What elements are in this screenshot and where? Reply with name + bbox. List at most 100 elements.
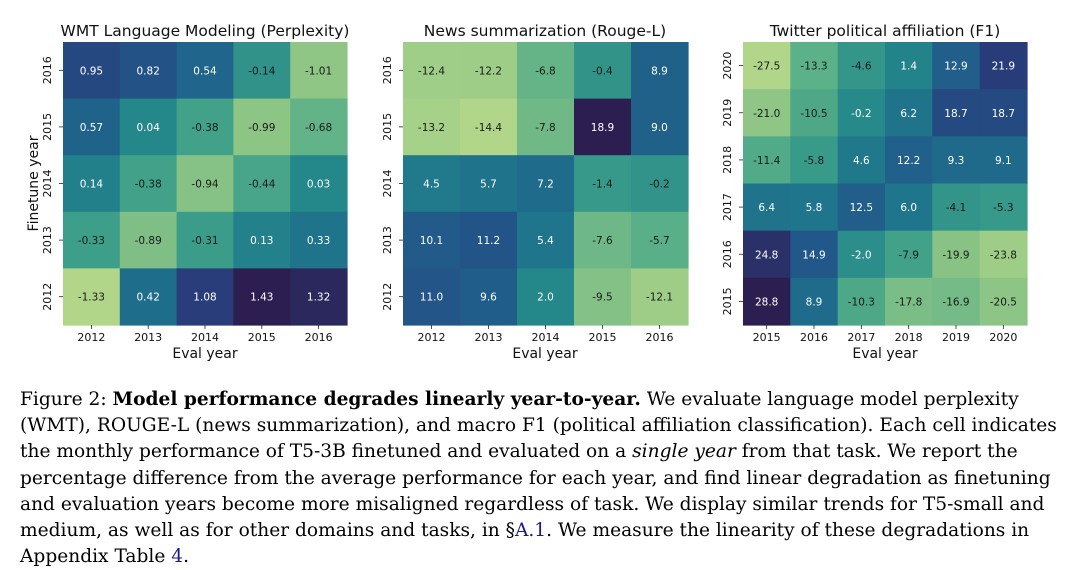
- heatmap-panel-3: Twitter political affiliation (F1) -27.5 -…: [721, 22, 1028, 362]
- cell-value-label: 8.9: [806, 296, 823, 308]
- heatmap-cell: [290, 211, 348, 269]
- cell-value-label: 6.0: [900, 202, 917, 214]
- heatmap-cell: [119, 155, 178, 213]
- cell-value-label: 4.5: [423, 179, 440, 191]
- cell-value-label: 4.6: [853, 155, 870, 167]
- heatmap-cell: [631, 268, 689, 326]
- cell-value-label: 9.0: [651, 122, 668, 134]
- heatmap-cell: [574, 98, 632, 156]
- cell-value-label: -1.33: [78, 292, 105, 304]
- cell-value-label: -0.99: [248, 122, 275, 134]
- x-tick-label: 2013: [475, 331, 503, 344]
- heatmap-cell: [176, 155, 234, 213]
- cell-value-label: -7.9: [898, 249, 919, 261]
- x-tick-label: 2018: [895, 331, 923, 344]
- cell-value-label: 10.1: [420, 235, 443, 247]
- heatmap-cell: [885, 89, 933, 137]
- heatmap-cell: [233, 98, 291, 156]
- heatmap-cell: [885, 230, 933, 279]
- cell-value-label: 9.1: [995, 155, 1012, 167]
- x-tick-label: 2019: [942, 331, 970, 344]
- figure-heatmaps: WMT Language Modeling (Perplexity) 0.95 0.…: [26, 22, 1028, 362]
- caption-text-4: .: [183, 546, 190, 568]
- cell-value-label: -7.8: [535, 122, 556, 134]
- cell-value-label: -11.4: [753, 155, 780, 167]
- cell-value-label: -27.5: [753, 61, 780, 73]
- heatmap-cell: [403, 98, 461, 156]
- caption-bold-title: Model performance degrades linearly year…: [112, 389, 641, 410]
- heatmap-cell: [574, 155, 632, 213]
- cell-value-label: 18.9: [591, 122, 614, 134]
- caption-text-1: We evaluate language model perplexity (W…: [20, 389, 1057, 463]
- heatmap-cell: [63, 155, 121, 213]
- heatmap-cell: [979, 136, 1028, 185]
- heatmap-cell: [979, 89, 1028, 137]
- heatmap-cell: [885, 42, 933, 90]
- cell-value-label: -1.4: [592, 179, 613, 191]
- heatmap-cell: [119, 268, 178, 326]
- cell-value-label: 0.04: [137, 122, 161, 134]
- heatmap-cell: [979, 183, 1028, 232]
- cell-value-label: -4.6: [851, 61, 872, 73]
- heatmap-cell: [743, 136, 791, 185]
- y-tick-label: 2015: [381, 113, 394, 141]
- cell-value-label: 18.7: [992, 108, 1015, 120]
- heatmap-cell: [574, 268, 632, 326]
- cell-value-label: -13.2: [418, 122, 445, 134]
- cell-value-label: 11.2: [477, 235, 500, 247]
- cell-value-label: -0.38: [191, 122, 218, 134]
- heatmap-cell: [176, 98, 234, 156]
- cell-value-label: 6.4: [758, 202, 775, 214]
- cell-value-label: -20.5: [990, 296, 1017, 308]
- cell-value-label: 1.08: [193, 292, 216, 304]
- x-axis-label: Eval year: [852, 346, 918, 362]
- cell-value-label: 0.33: [307, 235, 330, 247]
- heatmap-cell: [517, 211, 575, 269]
- y-tick-label: 2015: [721, 287, 734, 315]
- heatmap-cell: [119, 42, 178, 100]
- heatmap-cell: [517, 42, 575, 100]
- caption-italic: single year: [632, 441, 736, 463]
- cell-value-label: -12.4: [418, 65, 445, 77]
- heatmap-cell: [119, 98, 178, 156]
- cell-value-label: -7.6: [592, 235, 613, 247]
- heatmap-cell: [743, 277, 791, 326]
- cell-value-label: 9.3: [948, 155, 965, 167]
- heatmap-cell: [932, 89, 981, 137]
- y-tick-label: 2013: [41, 226, 54, 254]
- y-tick-label: 2013: [381, 226, 394, 254]
- heatmap-cell: [743, 230, 791, 279]
- cell-value-label: -0.89: [135, 235, 162, 247]
- heatmap-cell: [119, 211, 178, 269]
- cell-value-label: 1.43: [250, 292, 273, 304]
- cell-value-label: 24.8: [755, 249, 778, 261]
- cell-value-label: 0.42: [137, 292, 160, 304]
- caption-ref-appendix[interactable]: A.1: [514, 520, 547, 542]
- heatmap-cell: [885, 136, 933, 185]
- cell-value-label: -0.14: [248, 65, 275, 77]
- heatmap-cell: [176, 211, 234, 269]
- heatmap-cell: [979, 277, 1028, 326]
- cell-value-label: 0.13: [250, 235, 273, 247]
- heatmap-cell: [743, 183, 791, 232]
- heatmap-cell: [403, 211, 461, 269]
- y-tick-label: 2016: [41, 56, 54, 84]
- x-tick-label: 2016: [305, 331, 333, 344]
- heatmap-cell: [460, 155, 518, 213]
- y-axis-label: Finetune year: [26, 135, 42, 231]
- caption-label: Figure 2:: [20, 389, 107, 410]
- cell-value-label: 0.03: [307, 179, 330, 191]
- cell-value-label: -0.38: [135, 179, 162, 191]
- heatmap-cell: [517, 155, 575, 213]
- x-axis-label: Eval year: [512, 346, 578, 362]
- caption-ref-table[interactable]: 4: [171, 546, 184, 568]
- cell-value-label: -1.01: [305, 65, 332, 77]
- cell-value-label: 0.82: [137, 65, 160, 77]
- heatmap-panel-2: News summarization (Rouge-L) -12.4 -12.2 -6…: [381, 22, 689, 362]
- heatmap-cell: [932, 277, 981, 326]
- y-tick-label: 2018: [721, 146, 734, 174]
- heatmap-cell: [176, 268, 234, 326]
- y-tick-label: 2014: [381, 170, 394, 198]
- heatmap-panel-1: WMT Language Modeling (Perplexity) 0.95 0.…: [26, 22, 349, 362]
- cell-value-label: -0.31: [191, 235, 218, 247]
